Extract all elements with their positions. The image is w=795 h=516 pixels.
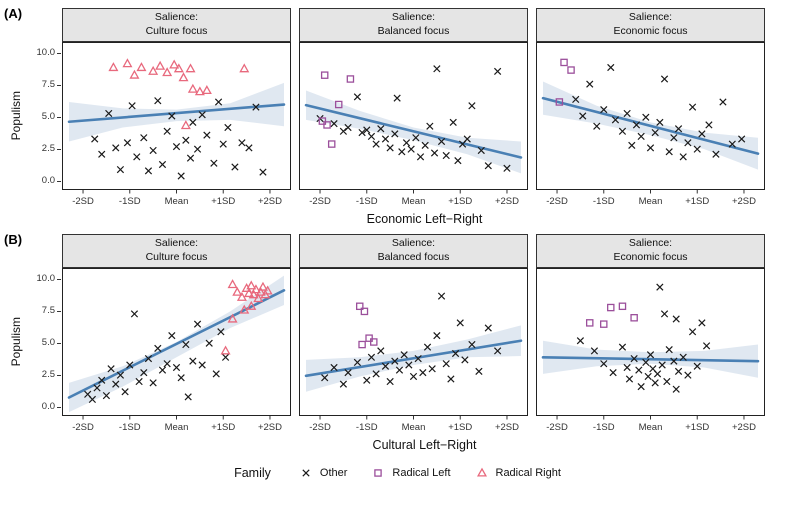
- svg-text:+2SD: +2SD: [495, 422, 519, 433]
- y-tick-label: 5.0: [41, 337, 55, 349]
- svg-text:Mean: Mean: [639, 196, 663, 207]
- cross-marker-icon: [302, 469, 310, 477]
- legend-label-radical-left: Radical Left: [392, 467, 451, 479]
- row-b-tag: (B): [4, 232, 23, 247]
- panel-cultural-economic-focus: Salience: Economic focus -2SD -1SD Mean +1S…: [536, 234, 765, 436]
- panel-economic-culture-focus: Salience: Culture focus -2SD -1SD Mean +1SD…: [62, 8, 291, 210]
- svg-text:-2SD: -2SD: [546, 196, 568, 207]
- svg-text:Mean: Mean: [639, 422, 663, 433]
- legend-label-other: Other: [319, 467, 348, 479]
- y-tick-label: 0.0: [41, 401, 55, 413]
- row-a: (A) Populism 0.0 2.5 5.0 7.5 10.0 Salience: …: [0, 6, 795, 230]
- y-axis-title-b: Populism: [9, 317, 23, 367]
- svg-text:-2SD: -2SD: [309, 422, 331, 433]
- legend-entry-other: Other: [297, 466, 348, 480]
- svg-text:-1SD: -1SD: [119, 196, 141, 207]
- svg-text:+1SD: +1SD: [211, 196, 235, 207]
- svg-text:Mean: Mean: [165, 196, 189, 207]
- y-axis-ticks-b: 0.0 2.5 5.0 7.5 10.0: [26, 234, 62, 436]
- facet-strip: Salience: Balanced focus: [299, 8, 528, 42]
- legend: Family Other Radical Left Radical Right: [0, 466, 795, 480]
- svg-text:+2SD: +2SD: [732, 422, 756, 433]
- svg-text:-1SD: -1SD: [593, 422, 615, 433]
- svg-text:+1SD: +1SD: [685, 196, 709, 207]
- svg-text:+1SD: +1SD: [448, 422, 472, 433]
- svg-text:+2SD: +2SD: [732, 196, 756, 207]
- svg-text:+1SD: +1SD: [211, 422, 235, 433]
- svg-text:+2SD: +2SD: [258, 422, 282, 433]
- svg-text:+1SD: +1SD: [685, 422, 709, 433]
- facet-strip: Salience: Culture focus: [62, 8, 291, 42]
- scatter-plot: -2SD -1SD Mean +1SD +2SD: [299, 42, 528, 210]
- x-axis-title-b: Cultural Left−Right: [372, 438, 477, 452]
- row-b: (B) Populism 0.0 2.5 5.0 7.5 10.0 Salience: …: [0, 232, 795, 456]
- panel-cultural-balanced-focus: Salience: Balanced focus -2SD -1SD Mean +1S…: [299, 234, 528, 436]
- x-axis-title-a: Economic Left−Right: [366, 212, 483, 226]
- svg-text:+1SD: +1SD: [448, 196, 472, 207]
- legend-entry-radical-right: Radical Right: [473, 466, 561, 480]
- svg-text:-2SD: -2SD: [72, 422, 94, 433]
- svg-text:-1SD: -1SD: [119, 422, 141, 433]
- svg-text:Mean: Mean: [402, 422, 426, 433]
- y-tick-label: 10.0: [36, 273, 56, 285]
- y-tick-label: 2.5: [41, 369, 55, 381]
- legend-label-radical-right: Radical Right: [495, 467, 561, 479]
- facet-strip: Salience: Culture focus: [62, 234, 291, 268]
- scatter-plot: -2SD -1SD Mean +1SD +2SD: [62, 268, 291, 436]
- square-marker-icon: [374, 469, 383, 477]
- triangle-marker-icon: [476, 467, 487, 477]
- y-tick-label: 0.0: [41, 175, 55, 187]
- facet-strip: Salience: Economic focus: [536, 234, 765, 268]
- y-axis-ticks-a: 0.0 2.5 5.0 7.5 10.0: [26, 8, 62, 210]
- y-tick-label: 10.0: [36, 47, 56, 59]
- y-tick-label: 7.5: [41, 305, 55, 317]
- panels-row-a: Salience: Culture focus -2SD -1SD Mean +1SD…: [62, 8, 787, 210]
- facet-strip: Salience: Balanced focus: [299, 234, 528, 268]
- scatter-plot: -2SD -1SD Mean +1SD +2SD: [62, 42, 291, 210]
- panel-economic-economic-focus: Salience: Economic focus -2SD -1SD Mean +1S…: [536, 8, 765, 210]
- row-a-tag: (A): [4, 6, 23, 21]
- svg-text:-2SD: -2SD: [309, 196, 331, 207]
- y-axis-title-a: Populism: [9, 91, 23, 141]
- svg-text:Mean: Mean: [165, 422, 189, 433]
- svg-text:-2SD: -2SD: [546, 422, 568, 433]
- svg-text:-1SD: -1SD: [356, 422, 378, 433]
- svg-text:Mean: Mean: [402, 196, 426, 207]
- facet-strip: Salience: Economic focus: [536, 8, 765, 42]
- y-tick-label: 5.0: [41, 111, 55, 123]
- panel-cultural-culture-focus: Salience: Culture focus -2SD -1SD Mean +1SD…: [62, 234, 291, 436]
- y-tick-label: 7.5: [41, 79, 55, 91]
- scatter-plot: -2SD -1SD Mean +1SD +2SD: [536, 268, 765, 436]
- scatter-plot: -2SD -1SD Mean +1SD +2SD: [536, 42, 765, 210]
- svg-text:-1SD: -1SD: [356, 196, 378, 207]
- legend-entry-radical-left: Radical Left: [369, 466, 451, 480]
- svg-text:-1SD: -1SD: [593, 196, 615, 207]
- y-tick-label: 2.5: [41, 143, 55, 155]
- svg-text:-2SD: -2SD: [72, 196, 94, 207]
- svg-text:+2SD: +2SD: [258, 196, 282, 207]
- panels-row-b: Salience: Culture focus -2SD -1SD Mean +1SD…: [62, 234, 787, 436]
- panel-economic-balanced-focus: Salience: Balanced focus -2SD -1SD Mean +1S…: [299, 8, 528, 210]
- svg-text:+2SD: +2SD: [495, 196, 519, 207]
- scatter-plot: -2SD -1SD Mean +1SD +2SD: [299, 268, 528, 436]
- legend-title: Family: [234, 466, 271, 480]
